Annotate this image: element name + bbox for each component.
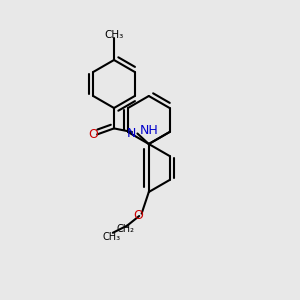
Text: N: N [127,127,136,140]
Text: CH₃: CH₃ [102,232,120,242]
Text: CH₃: CH₃ [104,30,124,40]
Text: NH: NH [140,124,158,137]
Text: O: O [133,208,142,222]
Text: CH₂: CH₂ [117,224,135,235]
Text: O: O [89,128,98,141]
